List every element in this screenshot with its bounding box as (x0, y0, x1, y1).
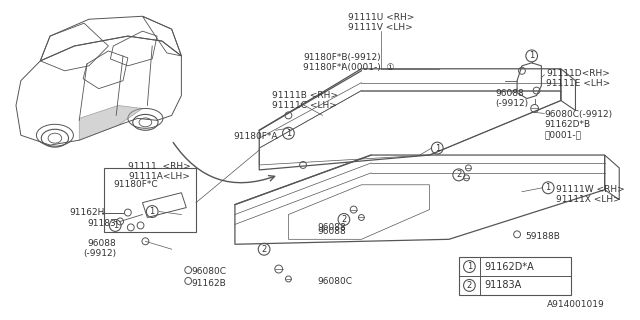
Text: 2: 2 (467, 281, 472, 290)
Text: 91162B: 91162B (191, 279, 226, 288)
Text: 96080C: 96080C (317, 277, 353, 286)
Text: 91111X <LH>: 91111X <LH> (556, 195, 621, 204)
Text: (-9912): (-9912) (83, 249, 116, 258)
Text: 1: 1 (545, 183, 551, 192)
Text: 91162D*A: 91162D*A (484, 261, 534, 272)
Text: 91180F*B(-9912): 91180F*B(-9912) (303, 53, 381, 62)
Text: 91111V <LH>: 91111V <LH> (349, 23, 413, 32)
Text: 96088: 96088 (88, 239, 116, 248)
Text: 91162D*B: 91162D*B (545, 120, 591, 129)
Text: 91180F*C: 91180F*C (113, 180, 158, 189)
Text: 91111W <RH>: 91111W <RH> (556, 185, 625, 194)
Text: 2: 2 (262, 245, 267, 254)
Text: 96088: 96088 (318, 228, 347, 236)
Text: 96088: 96088 (318, 223, 347, 232)
Text: 59188B: 59188B (525, 232, 560, 241)
Text: 2: 2 (456, 170, 461, 180)
Text: 1: 1 (286, 129, 291, 138)
Text: A914001019: A914001019 (547, 300, 605, 309)
Text: 91111E <LH>: 91111E <LH> (547, 79, 611, 88)
Text: 1: 1 (113, 221, 118, 230)
Text: 2: 2 (341, 215, 346, 224)
Text: 91111A<LH>: 91111A<LH> (128, 172, 189, 181)
Text: 91111D<RH>: 91111D<RH> (547, 69, 610, 78)
Text: 91162H: 91162H (70, 208, 105, 217)
Text: 1: 1 (529, 52, 534, 60)
Text: 〈0001-〉: 〈0001-〉 (545, 130, 581, 139)
Text: 91111  <RH>: 91111 <RH> (128, 162, 191, 171)
Text: 1: 1 (435, 144, 440, 153)
Text: 96080C(-9912): 96080C(-9912) (545, 110, 612, 119)
Text: 91111B <RH>: 91111B <RH> (272, 91, 338, 100)
Text: 96080C: 96080C (191, 267, 226, 276)
Text: 96088: 96088 (495, 89, 524, 98)
Text: 91111C <LH>: 91111C <LH> (272, 100, 337, 109)
Text: 91111U <RH>: 91111U <RH> (348, 13, 414, 22)
Text: 1: 1 (150, 207, 155, 216)
Text: 1: 1 (467, 262, 472, 271)
Text: 91180F*A(0001-)  ①: 91180F*A(0001-) ① (303, 63, 395, 72)
Text: 91183A: 91183A (484, 280, 521, 291)
Text: (-9912): (-9912) (495, 99, 529, 108)
Text: 91180F*A: 91180F*A (233, 132, 278, 141)
Polygon shape (79, 106, 143, 140)
Text: 91183: 91183 (88, 220, 116, 228)
